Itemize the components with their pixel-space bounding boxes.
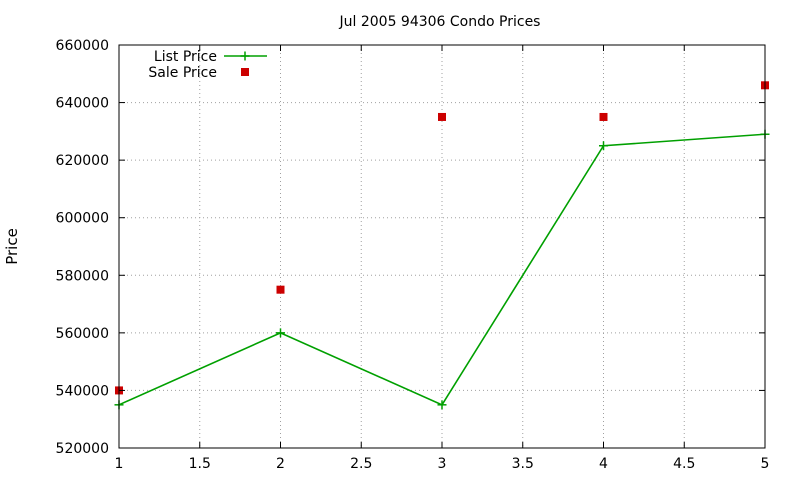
list-price-point — [276, 328, 285, 338]
legend-label-list-price: List Price — [154, 49, 217, 65]
grid-layer — [119, 45, 765, 448]
y-tick-label: 580000 — [56, 268, 109, 284]
y-tick-label: 560000 — [56, 326, 109, 342]
x-tick-label: 1 — [115, 456, 124, 472]
legend-swatch-marker-list-price — [240, 51, 250, 61]
y-tick-label: 520000 — [56, 441, 109, 457]
tick-layer: 1 1.5 2 2.5 3 3.5 4 4.5 5 520000 540000 560000 58000… — [56, 38, 770, 472]
x-tick-label: 3.5 — [512, 456, 534, 472]
y-tick-label: 600000 — [56, 211, 109, 227]
y-tick-label: 540000 — [56, 383, 109, 399]
x-tick-label: 4 — [599, 456, 608, 472]
y-axis-label: Price — [3, 228, 21, 265]
x-tick-label: 2.5 — [350, 456, 372, 472]
y-tick-label: 620000 — [56, 153, 109, 169]
sale-price-point — [599, 112, 608, 121]
x-tick-label: 3 — [438, 456, 447, 472]
legend-label-sale-price: Sale Price — [148, 65, 217, 81]
x-tick-label: 4.5 — [673, 456, 695, 472]
list-price-point — [437, 400, 447, 410]
y-tick-label: 640000 — [56, 96, 109, 112]
x-tick-label: 5 — [761, 456, 770, 472]
sale-price-point — [276, 285, 285, 294]
legend-swatch-marker-sale-price — [241, 68, 249, 76]
x-tick-label: 1.5 — [189, 456, 211, 472]
sale-price-point — [438, 112, 446, 121]
y-tick-label: 660000 — [56, 38, 109, 54]
list-price-point — [599, 141, 608, 151]
chart-title: Jul 2005 94306 Condo Prices — [339, 14, 541, 30]
x-tick-label: 2 — [276, 456, 285, 472]
